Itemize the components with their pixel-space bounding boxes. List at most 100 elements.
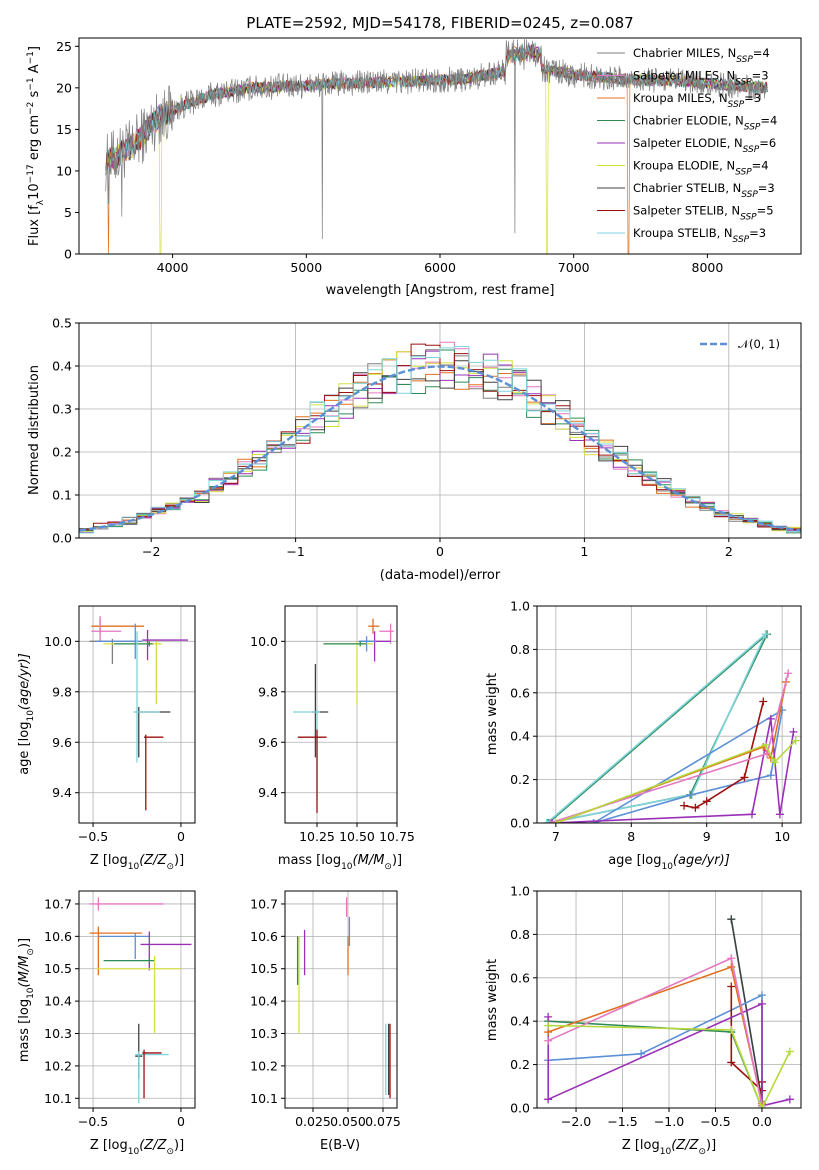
y-tick-label: 9.8: [52, 684, 72, 699]
x-axis-label-part: (Z/Z: [671, 1138, 699, 1153]
y-tick-label: 10.0: [250, 634, 278, 649]
axes-frame: [536, 605, 802, 824]
normal-curve: [79, 365, 801, 532]
x-axis-label-part: )]: [174, 1138, 184, 1153]
legend-label: Kroupa ELODIE, NSSP=4: [633, 159, 769, 178]
y-tick-label-part: 10.4: [44, 994, 72, 1009]
y-tick-label: 0.0: [510, 816, 530, 831]
legend-label-part: =5: [757, 204, 774, 218]
x-tick-label: 10.75: [379, 829, 415, 844]
weight-marker: [785, 1095, 794, 1104]
y-tick-label: 20: [56, 80, 72, 95]
x-tick-label: −0.5: [78, 829, 108, 844]
legend-label-part: Salpeter ELODIE, N: [633, 136, 743, 150]
panel-weight_vs_z: −2.0 −1.5 −1.0 −0.5 0.0 0.0 0.2 0.4 0.6 0.8 1.0 Z […: [485, 884, 802, 1157]
y-tick-label-part: 9.6: [52, 735, 72, 750]
y-tick-label-part: 10.6: [250, 929, 278, 944]
x-tick-label-part: 9: [703, 829, 711, 844]
legend-label-part: Salpeter MILES, N: [633, 69, 735, 83]
x-tick-label: 0: [177, 829, 185, 844]
x-axis-label-part: age [log: [608, 853, 661, 868]
x-axis-label-part: 10: [341, 862, 353, 872]
y-tick-label-part: 9.4: [258, 785, 278, 800]
weight-marker: [691, 803, 700, 812]
y-tick-label-part: 10.5: [250, 961, 278, 976]
weight-marker: [747, 810, 756, 819]
x-tick-label: 1: [580, 544, 588, 559]
x-tick-label-part: 10.75: [379, 829, 415, 844]
y-tick-label-part: 0.6: [510, 970, 530, 985]
spectrum-line: [105, 44, 768, 176]
x-axis-label-part: )]: [706, 1138, 716, 1153]
legend-label-part: Kroupa ELODIE, N: [633, 159, 735, 173]
plot-area: [296, 897, 391, 1099]
weight-marker: [727, 954, 736, 963]
y-tick-label: 10.4: [44, 994, 72, 1009]
y-tick-label-part: 0: [64, 247, 72, 262]
y-axis-label-part: 10: [26, 710, 36, 722]
y-axis-label: mass weight: [485, 959, 500, 1041]
y-tick-label-part: 10.5: [44, 961, 72, 976]
weight-line: [683, 701, 765, 809]
y-axis-label-part: −1: [26, 51, 36, 64]
legend-label-part: Chabrier STELIB, N: [633, 181, 741, 195]
x-tick-label-part: −2.0: [561, 1114, 591, 1129]
x-tick-label-part: 0: [436, 544, 444, 559]
legend-label: Salpeter STELIB, NSSP=5: [633, 204, 774, 223]
x-tick-label: 8: [627, 829, 635, 844]
y-axis-label-part: −17: [26, 164, 36, 183]
weight-marker: [637, 1049, 646, 1058]
legend-label: Chabrier ELODIE, NSSP=4: [633, 114, 777, 133]
weight-marker: [757, 1104, 766, 1108]
weight-line: [547, 965, 763, 1104]
weight-marker: [544, 819, 553, 823]
x-tick-label-part: 2: [725, 544, 733, 559]
legend-label-part: =3: [744, 91, 761, 105]
y-tick-label: 0.8: [510, 927, 530, 942]
x-tick-label: −2.0: [561, 1114, 591, 1129]
x-tick-label: 10.50: [339, 829, 375, 844]
y-tick-label-part: 10.1: [250, 1091, 278, 1106]
y-axis-label-part: (age/yr)]: [17, 653, 32, 710]
weight-marker: [544, 1021, 553, 1030]
weight-marker: [727, 962, 736, 971]
x-tick-label-part: −1.5: [607, 1114, 637, 1129]
y-tick-label: 10.4: [250, 994, 278, 1009]
x-tick-label-part: 0.075: [365, 1114, 401, 1129]
y-axis-label-part: (M/M: [17, 956, 32, 988]
y-tick-label-part: 0.0: [52, 531, 72, 546]
panel-residuals: −2 −1 0 1 2 0.0 0.1 0.2 0.3 0.4 0.5 (data-model)/er…: [27, 316, 802, 583]
x-tick-label: 2: [725, 544, 733, 559]
x-axis-label-part: 10: [128, 862, 140, 872]
y-tick-label-part: 10.3: [44, 1026, 72, 1041]
legend-label-part: Chabrier ELODIE, N: [633, 114, 744, 128]
y-axis-label-part: )]: [17, 938, 32, 948]
x-tick-label: 6000: [424, 260, 456, 275]
x-axis-label-part: mass [log: [278, 853, 341, 868]
plot-area: [105, 39, 768, 254]
weight-marker: [757, 991, 766, 1000]
panel-age_vs_mass: 10.25 10.50 10.75 9.4 9.6 9.8 10.0 mass [log10(…: [250, 605, 415, 872]
legend-label: Salpeter MILES, NSSP=3: [633, 69, 769, 88]
x-tick-label: 0.075: [365, 1114, 401, 1129]
weight-marker: [770, 758, 779, 767]
x-tick-label-part: 7: [552, 829, 560, 844]
weight-marker: [727, 982, 736, 991]
legend-label: Kroupa STELIB, NSSP=3: [633, 226, 766, 245]
x-tick-label-part: 0: [177, 829, 185, 844]
legend-label-part: =3: [758, 181, 775, 195]
plot-area: [544, 915, 794, 1108]
y-tick-label: 10.7: [44, 896, 72, 911]
y-tick-label: 10.5: [250, 961, 278, 976]
weight-marker: [727, 1058, 736, 1067]
y-axis-label-part: mass weight: [485, 959, 500, 1041]
x-tick-label: −1.5: [607, 1114, 637, 1129]
chart-title-part: PLATE=2592, MJD=54178, FIBERID=0245, z=0…: [246, 14, 633, 32]
legend-label: Kroupa MILES, NSSP=3: [633, 91, 761, 110]
panel-age_vs_z: −0.5 09.49.69.810.0Z [log10(Z/Z⊙)]age [lo…: [17, 605, 196, 872]
x-tick-label-part: 0.025: [295, 1114, 331, 1129]
weight-line: [547, 633, 768, 823]
y-axis-label: age [log10(age/yr)]: [17, 653, 36, 775]
legend-label-part: SSP: [740, 213, 757, 223]
